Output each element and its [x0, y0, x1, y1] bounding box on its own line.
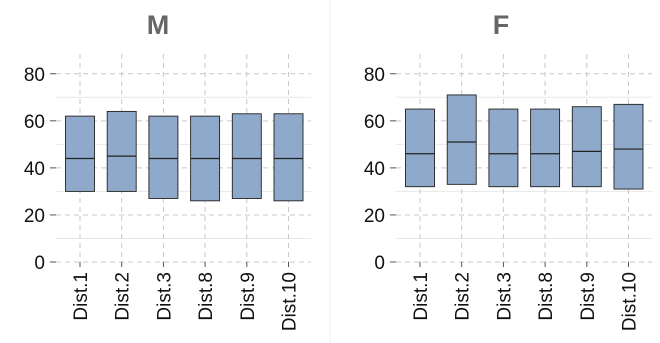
y-axis-ticks: 0 20 40 60 80 — [24, 65, 56, 274]
box-dist-1 — [405, 108, 435, 188]
box-dist-1 — [65, 115, 95, 192]
box-dist-8 — [530, 108, 561, 188]
x-tick-label: Dist.10 — [280, 272, 301, 331]
y-tick-label: 60 — [24, 112, 45, 133]
y-axis-ticks: 0 20 40 60 80 — [364, 65, 396, 274]
x-axis-ticks: Dist.1 Dist.2 Dist.3 Dist.8 Dist.9 Dist.10 — [411, 262, 641, 331]
y-tick-label: 40 — [364, 159, 385, 180]
y-tick-label: 0 — [34, 253, 45, 274]
x-tick-label: Dist.9 — [238, 272, 259, 321]
x-tick-label: Dist.1 — [71, 272, 92, 321]
x-tick-label: Dist.3 — [494, 272, 515, 321]
x-tick-label: Dist.8 — [196, 272, 217, 321]
box-dist-10 — [273, 113, 304, 202]
y-tick-label: 0 — [374, 253, 385, 274]
x-tick-label: Dist.9 — [578, 272, 599, 321]
x-tick-label: Dist.2 — [113, 272, 134, 321]
y-tick-label: 80 — [24, 65, 45, 86]
y-tick-label: 40 — [24, 159, 45, 180]
x-tick-label: Dist.10 — [620, 272, 641, 331]
boxes — [405, 94, 644, 190]
boxes — [65, 110, 304, 202]
panel-title: F — [493, 10, 510, 40]
box-dist-10 — [613, 103, 644, 190]
panel-title: M — [147, 10, 170, 40]
x-tick-label: Dist.3 — [154, 272, 175, 321]
y-tick-label: 60 — [364, 112, 385, 133]
x-axis-ticks: Dist.1 Dist.2 Dist.3 Dist.8 Dist.9 Dist.10 — [71, 262, 301, 331]
x-tick-label: Dist.8 — [536, 272, 557, 321]
y-tick-label: 20 — [24, 206, 45, 227]
box-dist-3 — [148, 115, 179, 199]
box-dist-3 — [488, 108, 519, 188]
box-dist-9 — [571, 106, 602, 188]
y-tick-label: 80 — [364, 65, 385, 86]
x-tick-label: Dist.1 — [411, 272, 432, 321]
box-dist-9 — [231, 113, 262, 199]
box-dist-2 — [446, 94, 477, 185]
y-tick-label: 20 — [364, 206, 385, 227]
x-tick-label: Dist.2 — [453, 272, 474, 321]
box-dist-2 — [106, 110, 137, 192]
